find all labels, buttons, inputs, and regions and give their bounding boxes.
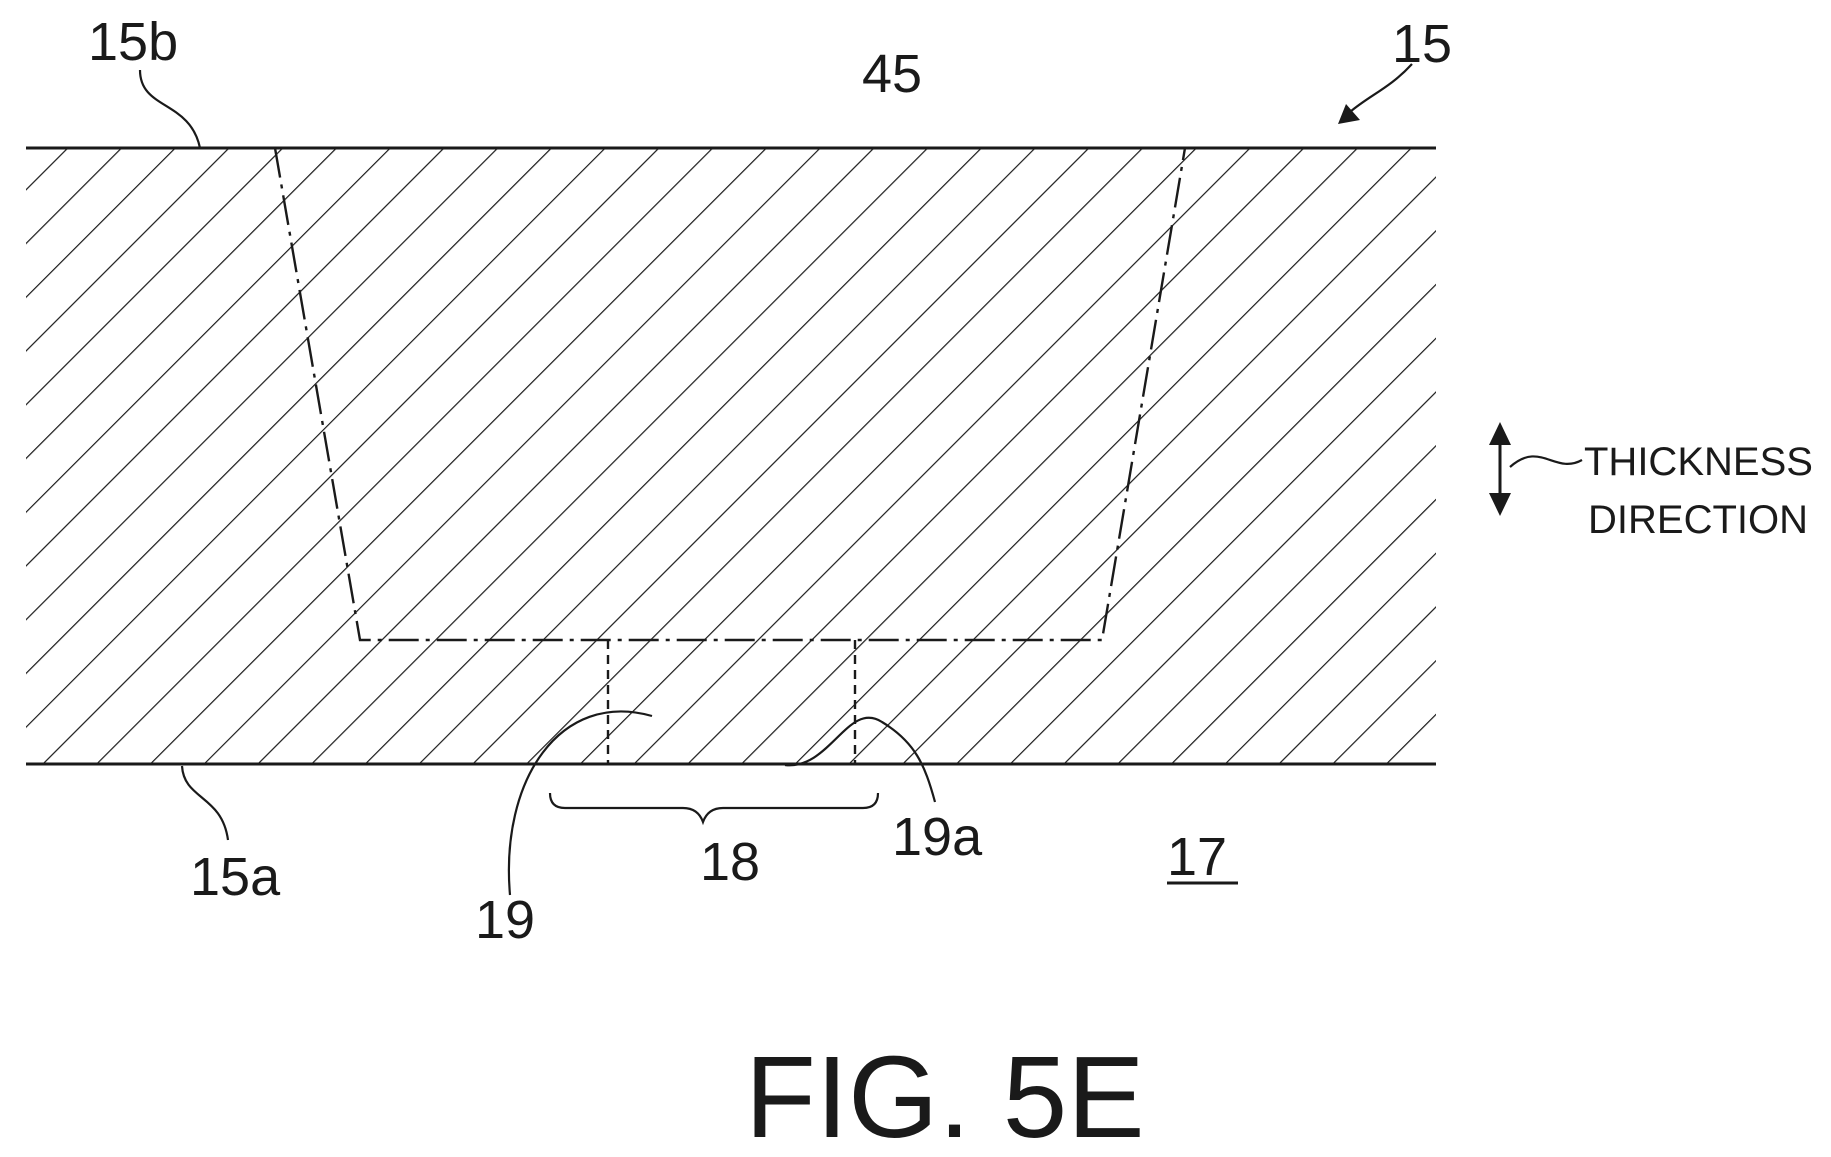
- label-outside: 17: [1167, 827, 1227, 887]
- leader-15a: [182, 766, 228, 840]
- figure-caption: FIG. 5E: [745, 1032, 1145, 1157]
- label-region: 45: [862, 44, 922, 104]
- label-opening: 18: [700, 832, 760, 892]
- opening-bracket: [550, 793, 878, 822]
- substrate-body: [26, 148, 1436, 764]
- direction-label-line1: THICKNESS: [1584, 440, 1813, 484]
- label-lower-surface: 15a: [190, 847, 281, 907]
- leader-15b: [140, 70, 200, 148]
- direction-label-line2: DIRECTION: [1588, 498, 1808, 542]
- label-upper-surface: 15b: [88, 12, 178, 72]
- label-recess: 19: [475, 890, 535, 950]
- label-recess-wall: 19a: [892, 807, 983, 867]
- leader-thickness: [1510, 456, 1582, 467]
- thickness-arrowhead-up: [1489, 422, 1511, 445]
- thickness-arrowhead-down: [1489, 493, 1511, 516]
- label-substrate: 15: [1392, 14, 1452, 74]
